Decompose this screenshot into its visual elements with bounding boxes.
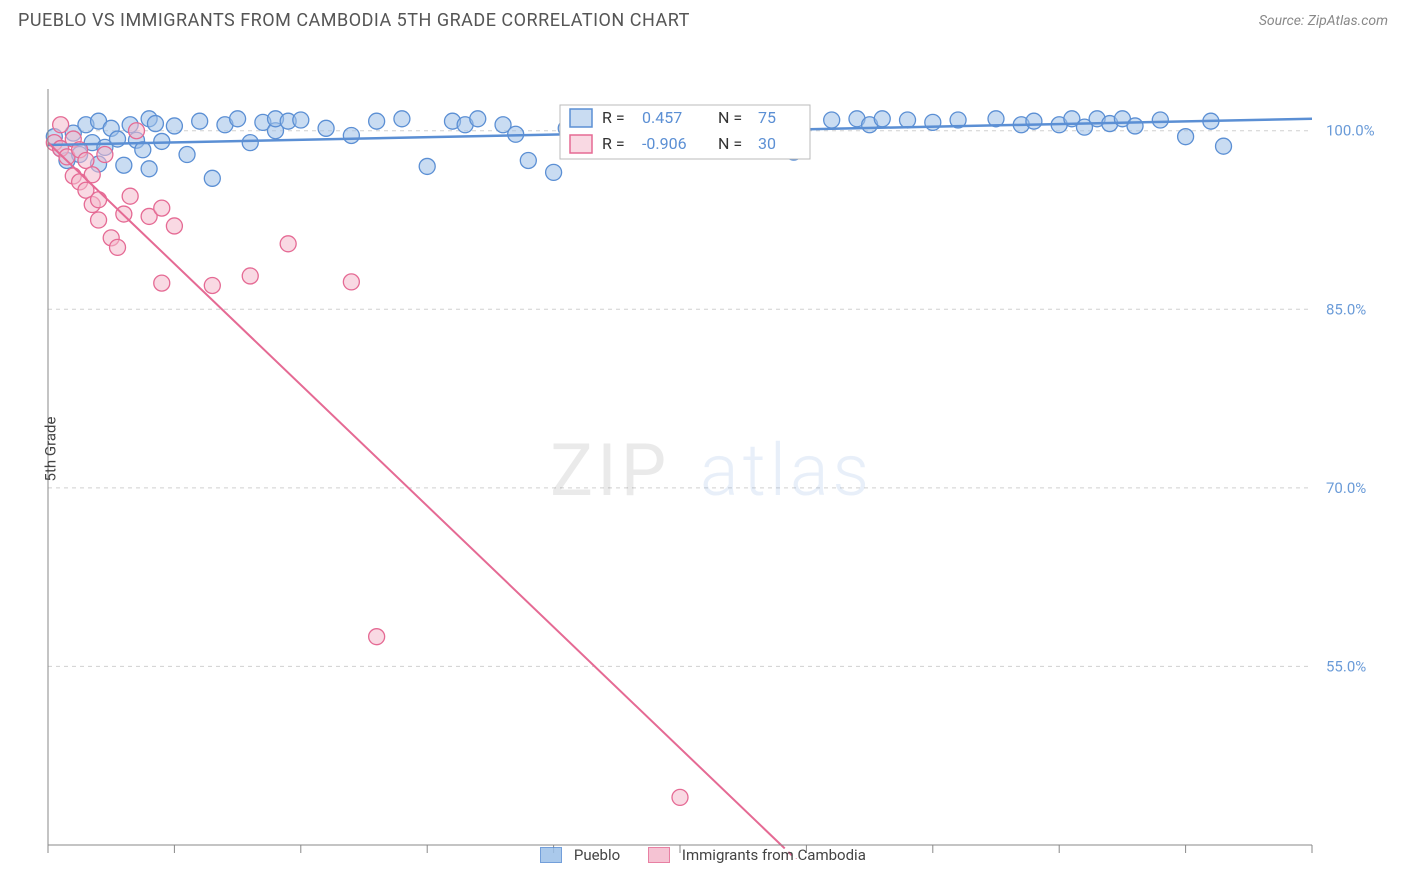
chart-area: 5th Grade 55.0%70.0%85.0%100.0%ZIPatlas0… <box>0 39 1406 859</box>
svg-text:R =: R = <box>602 134 625 153</box>
legend-swatch-pueblo <box>540 847 562 863</box>
chart-title: PUEBLO VS IMMIGRANTS FROM CAMBODIA 5TH G… <box>18 10 690 31</box>
svg-text:55.0%: 55.0% <box>1326 657 1366 675</box>
legend-item-pueblo: Pueblo <box>540 846 620 864</box>
chart-header: PUEBLO VS IMMIGRANTS FROM CAMBODIA 5TH G… <box>0 0 1406 39</box>
svg-text:0.457: 0.457 <box>642 108 682 127</box>
scatter-chart: 55.0%70.0%85.0%100.0%ZIPatlas0.0%100.0%R… <box>0 39 1406 859</box>
svg-text:85.0%: 85.0% <box>1326 300 1366 318</box>
svg-text:atlas: atlas <box>700 428 873 513</box>
legend-label-cambodia: Immigrants from Cambodia <box>682 846 866 864</box>
svg-text:100.0%: 100.0% <box>1326 122 1375 140</box>
legend-item-cambodia: Immigrants from Cambodia <box>648 846 866 864</box>
y-axis-label: 5th Grade <box>41 417 59 482</box>
svg-text:N =: N = <box>718 108 742 127</box>
legend-label-pueblo: Pueblo <box>574 846 620 864</box>
svg-text:N =: N = <box>718 134 742 153</box>
svg-text:75: 75 <box>758 108 776 127</box>
bottom-legend: Pueblo Immigrants from Cambodia <box>0 846 1406 864</box>
svg-text:ZIP: ZIP <box>550 428 670 513</box>
svg-text:-0.906: -0.906 <box>642 134 687 153</box>
legend-swatch-cambodia <box>648 847 670 863</box>
svg-text:30: 30 <box>758 134 776 153</box>
svg-text:R =: R = <box>602 108 625 127</box>
svg-text:70.0%: 70.0% <box>1326 479 1366 497</box>
chart-source: Source: ZipAtlas.com <box>1259 13 1388 29</box>
